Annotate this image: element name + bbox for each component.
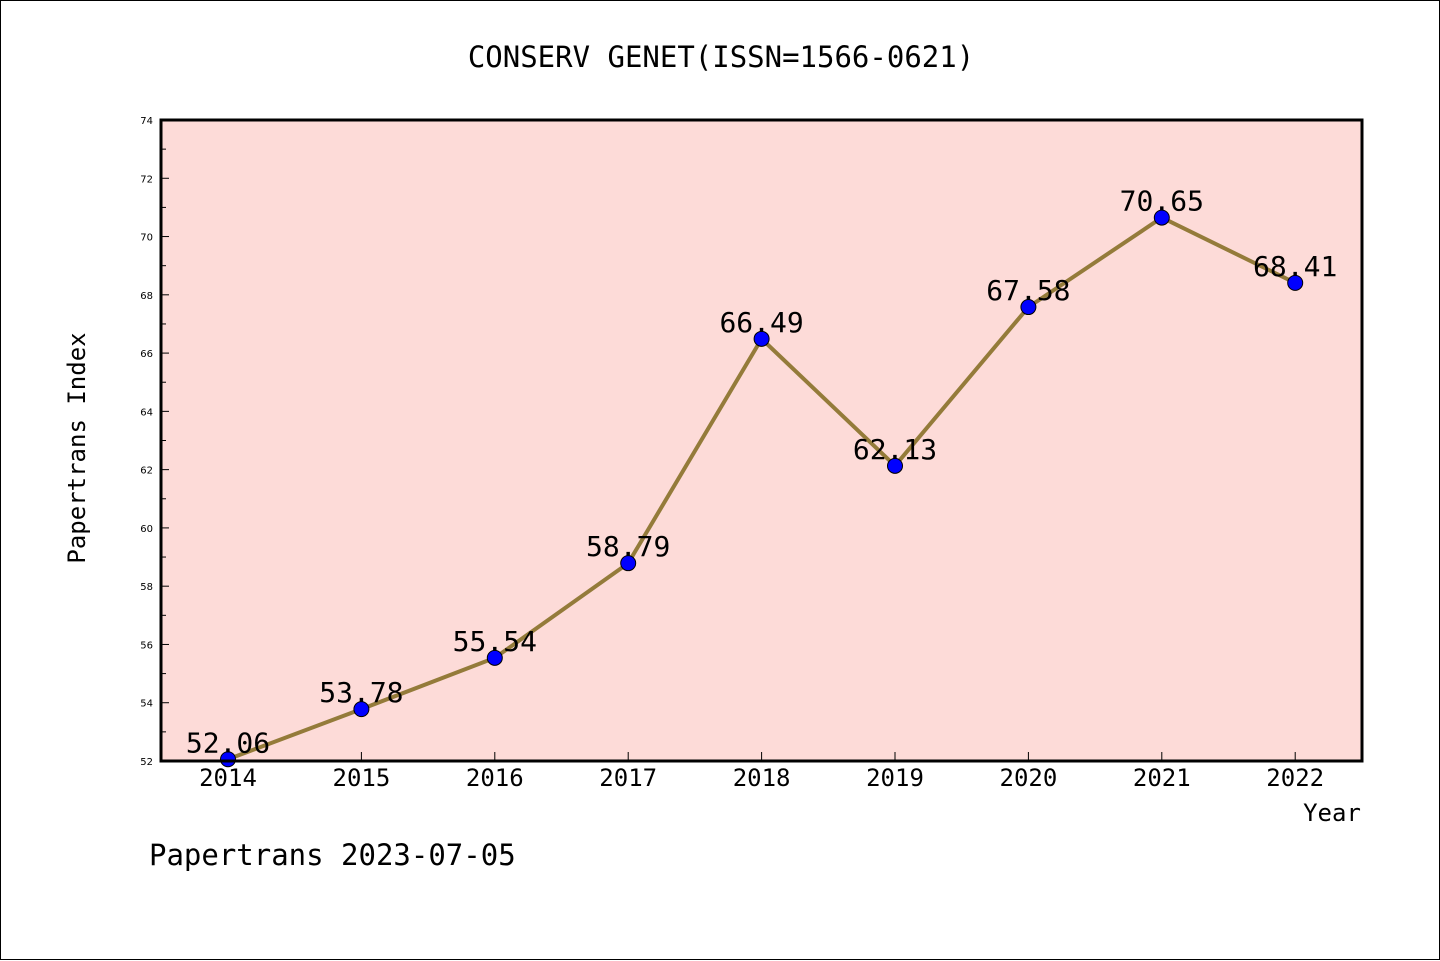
y-tick-label: 60 bbox=[140, 524, 153, 535]
data-label: 55.54 bbox=[453, 625, 537, 658]
data-label: 67.58 bbox=[986, 274, 1070, 307]
y-tick-label: 68 bbox=[140, 291, 153, 302]
plot-border bbox=[159, 118, 1364, 763]
x-tick-label: 2018 bbox=[733, 764, 791, 792]
y-tick-label: 66 bbox=[140, 349, 153, 360]
footer-text: Papertrans 2023-07-05 bbox=[149, 838, 516, 872]
data-label: 53.78 bbox=[319, 676, 403, 709]
x-tick-label: 2015 bbox=[333, 764, 391, 792]
data-point-2021 bbox=[1153, 209, 1170, 226]
y-tick-label: 70 bbox=[140, 233, 153, 244]
data-point-2020 bbox=[1020, 299, 1037, 316]
data-label: 68.41 bbox=[1253, 250, 1337, 283]
y-tick-label: 54 bbox=[140, 699, 153, 710]
data-label: 62.13 bbox=[853, 433, 937, 466]
data-point-2018 bbox=[753, 330, 770, 347]
data-labels: 52.06 53.78 55.54 58.79 66.49 62.13 67.58 70.65… bbox=[186, 185, 1337, 760]
data-point-2014 bbox=[220, 751, 236, 768]
y-tick-label: 56 bbox=[140, 640, 153, 651]
data-point-2015 bbox=[353, 701, 370, 718]
data-point-2016 bbox=[486, 649, 503, 666]
y-tick-label: 58 bbox=[140, 582, 153, 593]
y-tick-label: 72 bbox=[140, 174, 153, 185]
y-tick-label: 74 bbox=[140, 116, 153, 127]
x-tick-label: 2022 bbox=[1266, 764, 1324, 792]
y-tick-label: 62 bbox=[140, 466, 153, 477]
y-tick-label: 64 bbox=[140, 407, 153, 418]
x-axis-ticks: 2014 2015 2016 2017 2018 2019 2020 2021 2022 bbox=[199, 752, 1324, 792]
chart-title: CONSERV GENET(ISSN=1566-0621) bbox=[468, 40, 974, 74]
data-label: 66.49 bbox=[719, 306, 803, 339]
x-tick-label: 2017 bbox=[599, 764, 657, 792]
data-label: 70.65 bbox=[1120, 185, 1204, 218]
data-label: 58.79 bbox=[586, 530, 670, 563]
y-axis-label: Papertrans Index bbox=[63, 332, 91, 563]
x-tick-label: 2014 bbox=[199, 764, 257, 792]
data-point-2019 bbox=[887, 457, 903, 474]
x-tick-label: 2021 bbox=[1133, 764, 1191, 792]
x-tick-label: 2016 bbox=[466, 764, 524, 792]
data-point-2022 bbox=[1287, 274, 1304, 291]
x-tick-label: 2020 bbox=[1000, 764, 1058, 792]
x-axis-label: Year bbox=[1303, 799, 1361, 827]
y-tick-label: 52 bbox=[140, 757, 153, 768]
data-point-2017 bbox=[620, 555, 637, 572]
data-label: 52.06 bbox=[186, 726, 270, 759]
plot-area bbox=[161, 120, 1362, 761]
x-tick-label: 2019 bbox=[866, 764, 924, 792]
data-markers bbox=[220, 209, 1304, 768]
